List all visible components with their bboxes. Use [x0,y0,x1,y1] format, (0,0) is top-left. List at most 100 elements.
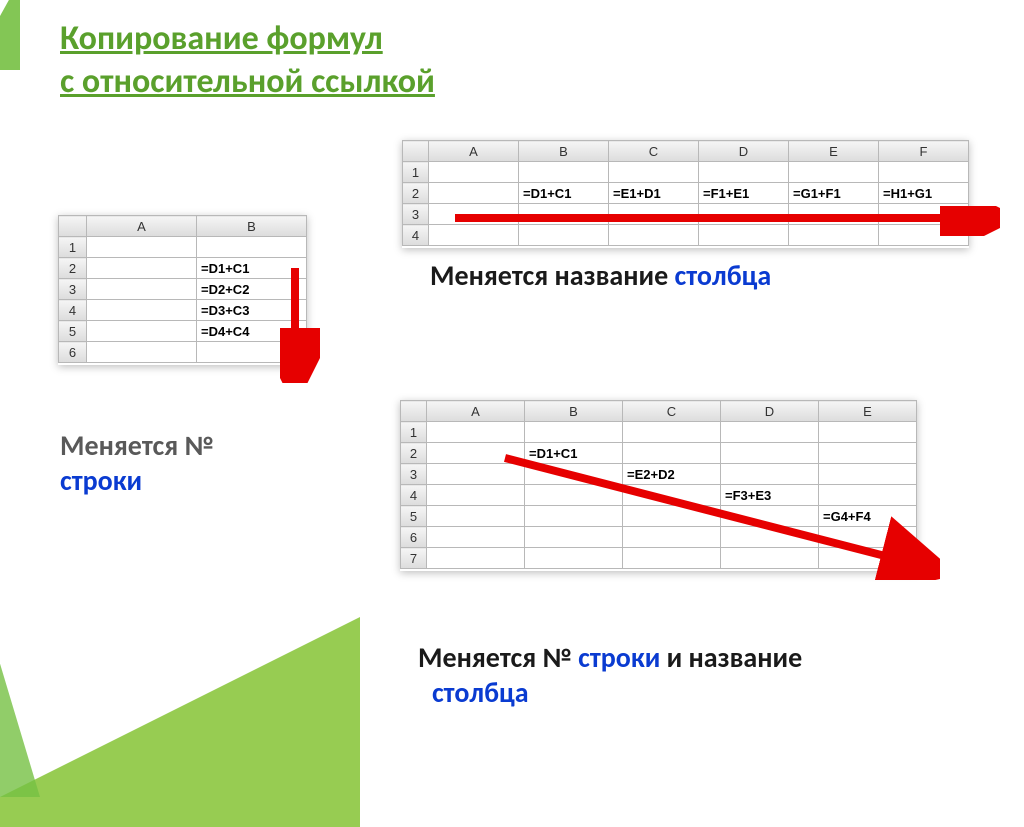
title-line1: Копирование формул [60,18,383,59]
row-header: 5 [59,321,87,342]
cell [525,548,623,569]
decoration-triangle [0,597,40,797]
cell: =D1+C1 [525,443,623,464]
column-header: D [721,401,819,422]
row-header: 2 [403,183,429,204]
cell [429,204,519,225]
title-line2: с относительной ссылкой [60,61,435,102]
cell: =D1+C1 [519,183,609,204]
cell [623,527,721,548]
cell [623,506,721,527]
column-header: C [609,141,699,162]
column-header: E [789,141,879,162]
cell [879,162,969,183]
cell [427,506,525,527]
column-header: B [519,141,609,162]
cell [525,506,623,527]
row-header: 1 [401,422,427,443]
row-header: 1 [59,237,87,258]
cell [87,342,197,363]
caption-row-changes: Меняется № строки [60,428,214,498]
cell [721,464,819,485]
spreadsheet-vertical: AB12=D1+C13=D2+C24=D3+C35=D4+C46 [58,215,307,365]
cell [721,443,819,464]
row-header: 6 [401,527,427,548]
cell [623,422,721,443]
column-header: A [427,401,525,422]
cell [819,464,917,485]
cell: =E1+D1 [609,183,699,204]
cell [197,342,307,363]
row-header: 1 [403,162,429,183]
cell [87,279,197,300]
cell [721,527,819,548]
column-header: E [819,401,917,422]
cell [699,162,789,183]
cell [87,258,197,279]
cell [609,225,699,246]
row-header: 6 [59,342,87,363]
cell [623,548,721,569]
cell [87,321,197,342]
cell [429,162,519,183]
row-header: 3 [59,279,87,300]
cell: =F3+E3 [721,485,819,506]
column-header [401,401,427,422]
row-header: 2 [401,443,427,464]
spreadsheet-horizontal: ABCDEF12=D1+C1=E1+D1=F1+E1=G1+F1=H1+G134 [402,140,969,248]
cell [879,225,969,246]
cell: =D3+C3 [197,300,307,321]
row-header: 4 [401,485,427,506]
row-header: 4 [403,225,429,246]
column-header [403,141,429,162]
column-header: F [879,141,969,162]
cell [525,464,623,485]
cell [623,485,721,506]
cell [427,548,525,569]
decoration-triangle [0,617,360,827]
cell [721,548,819,569]
column-header: A [87,216,197,237]
cell [789,225,879,246]
cell [721,506,819,527]
cell [519,162,609,183]
column-header: D [699,141,789,162]
cell: =F1+E1 [699,183,789,204]
column-header: C [623,401,721,422]
cell [427,422,525,443]
cell [525,527,623,548]
cell [819,527,917,548]
cell [519,225,609,246]
decoration-triangle [0,0,20,70]
caption-column-changes: Меняется название столбца [430,258,771,293]
page-title: Копирование формул с относительной ссылк… [60,18,435,103]
cell [525,422,623,443]
column-header: A [429,141,519,162]
cell [525,485,623,506]
cell [609,162,699,183]
caption-both-change: Меняется № строки и название _столбца [418,640,802,710]
cell: =H1+G1 [879,183,969,204]
row-header: 7 [401,548,427,569]
cell [789,162,879,183]
cell [197,237,307,258]
cell [819,485,917,506]
row-header: 5 [401,506,427,527]
spreadsheet-diagonal: ABCDE12=D1+C13=E2+D24=F3+E35=G4+F467 [400,400,917,571]
cell [427,527,525,548]
cell [427,443,525,464]
cell: =D1+C1 [197,258,307,279]
row-header: 4 [59,300,87,321]
cell [87,237,197,258]
cell [699,225,789,246]
cell [427,485,525,506]
cell [519,204,609,225]
row-header: 3 [401,464,427,485]
column-header [59,216,87,237]
cell [427,464,525,485]
cell: =G4+F4 [819,506,917,527]
cell: =D4+C4 [197,321,307,342]
cell [87,300,197,321]
row-header: 2 [59,258,87,279]
cell: =E2+D2 [623,464,721,485]
